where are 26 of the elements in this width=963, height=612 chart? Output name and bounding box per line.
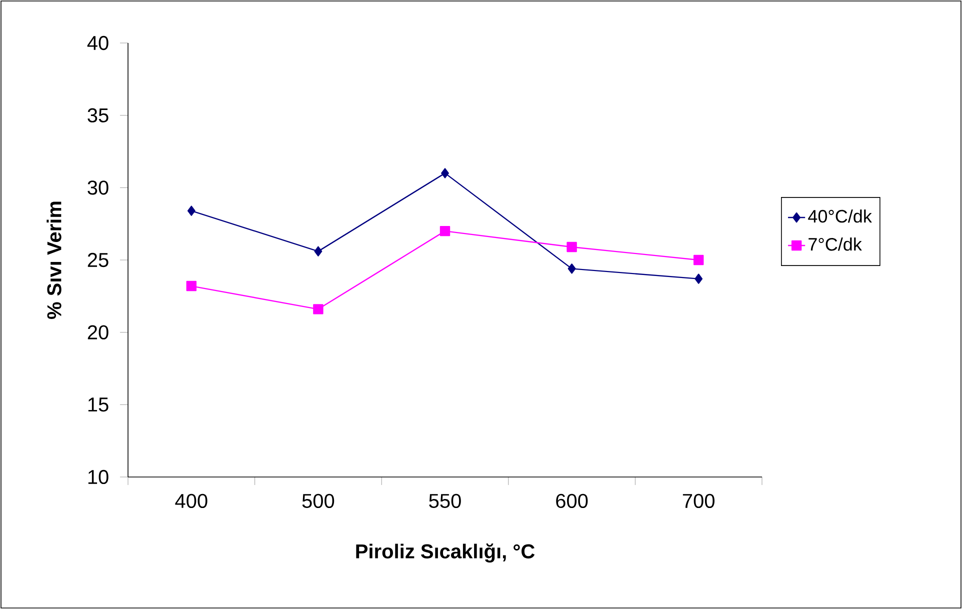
x-tick-label: 550: [429, 494, 461, 508]
y-tick-label: 10: [88, 470, 108, 484]
point: [694, 274, 703, 284]
y-tick-label: 25: [88, 252, 108, 268]
x-tick-label: 700: [682, 494, 714, 508]
point: [313, 304, 324, 314]
point: [568, 264, 576, 274]
y-tick-label: 40: [87, 36, 108, 50]
point: [186, 280, 197, 292]
point: [440, 226, 450, 236]
y-tick-label: 30: [88, 180, 108, 195]
y-tick-label: 20: [88, 325, 108, 340]
x-tick-label: 500: [302, 494, 334, 508]
legend-label: 7°C/dk: [808, 237, 862, 251]
y-tick-label: 15: [88, 398, 108, 412]
point: [694, 254, 704, 266]
legend-label: 40°C/dk: [808, 209, 872, 223]
point: [314, 246, 322, 256]
y-axis-title: % Sıvı Verim: [46, 202, 62, 319]
point: [187, 206, 196, 216]
y-tick-label: 35: [88, 108, 108, 122]
x-axis-title: Piroliz Sıcaklığı, °C: [356, 544, 535, 562]
point: [566, 242, 577, 252]
point: [441, 168, 449, 178]
x-tick-label: 400: [175, 494, 208, 508]
x-tick-label: 600: [556, 494, 588, 508]
